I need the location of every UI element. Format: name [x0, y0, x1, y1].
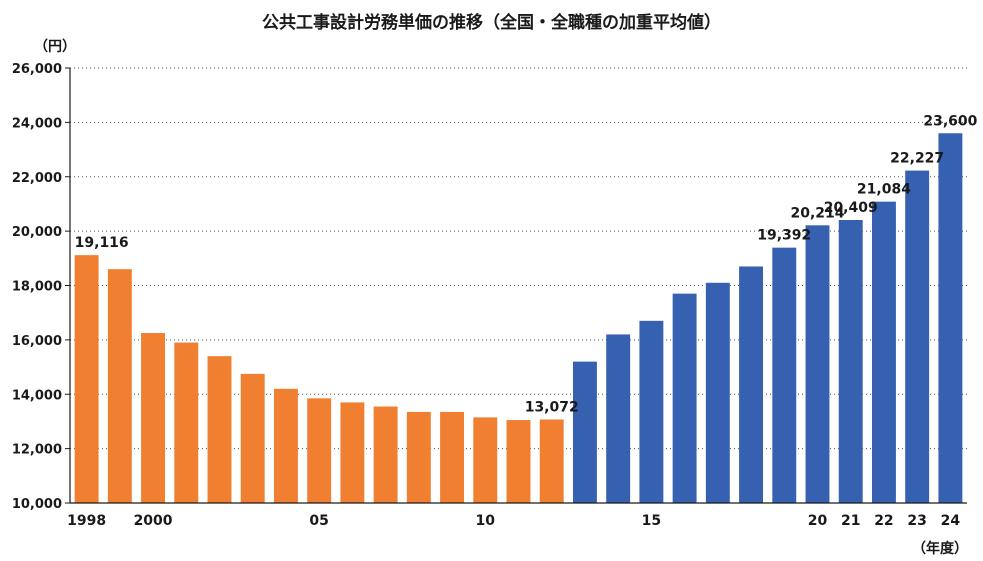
bar: [672, 293, 697, 503]
x-tick-label: 2000: [134, 513, 173, 529]
bar: [805, 225, 830, 503]
y-tick-label: 18,000: [12, 280, 62, 295]
axes: 10,000 12,000 14,000 16,000 18,000 20,000 22,0…: [12, 62, 967, 529]
bar: [905, 170, 930, 503]
x-tick-label: 1998: [67, 513, 106, 529]
y-tick-label: 16,000: [12, 334, 62, 349]
x-tick-label: 05: [309, 513, 328, 529]
data-label: 20,409: [824, 200, 878, 216]
x-tick-label: 22: [874, 513, 893, 529]
bars: [74, 133, 963, 503]
bar: [340, 402, 365, 503]
bar: [440, 411, 465, 503]
bar: [273, 388, 298, 503]
bar: [606, 334, 631, 503]
bar: [473, 417, 498, 503]
x-tick-label: 15: [642, 513, 661, 529]
data-label: 19,116: [75, 235, 129, 251]
x-tick-label: 23: [907, 513, 926, 529]
y-tick-label: 14,000: [12, 388, 62, 403]
bar: [572, 361, 597, 503]
y-tick-label: 22,000: [12, 171, 62, 186]
data-label: 22,227: [890, 151, 944, 167]
bar: [373, 406, 398, 503]
gridlines: [70, 67, 967, 450]
bar: [141, 333, 166, 503]
bar: [871, 201, 896, 503]
bar: [938, 133, 963, 503]
x-tick-label: 24: [941, 513, 961, 529]
bar: [406, 411, 431, 503]
x-axis-unit-label: （年度）: [912, 541, 968, 557]
bar: [539, 419, 564, 503]
bar: [74, 255, 99, 503]
y-tick-label: 26,000: [12, 62, 62, 77]
x-tick-label: 20: [808, 513, 828, 529]
chart-title: 公共工事設計労務単価の推移（全国・全職種の加重平均値）: [262, 13, 721, 33]
x-tick-label: 10: [476, 513, 496, 529]
bar: [240, 373, 265, 503]
data-label: 13,072: [525, 399, 579, 415]
bar: [739, 266, 764, 503]
bar: [307, 398, 332, 503]
bar: [107, 269, 132, 503]
bar: [705, 282, 730, 503]
bar: [174, 342, 199, 503]
bar: [772, 247, 797, 503]
y-tick-label: 10,000: [12, 497, 62, 512]
bar: [838, 220, 863, 503]
y-tick-label: 20,000: [12, 225, 62, 240]
data-label: 20,214: [790, 205, 844, 221]
data-label: 21,084: [857, 182, 911, 198]
data-label: 23,600: [923, 113, 977, 129]
bar: [207, 356, 232, 503]
y-tick-label: 12,000: [12, 443, 62, 458]
y-axis-unit-label: （円）: [34, 39, 76, 55]
data-label: 19,392: [757, 228, 811, 244]
x-tick-label: 21: [841, 513, 860, 529]
bar: [506, 420, 531, 503]
bar: [639, 320, 664, 503]
y-tick-label: 24,000: [12, 116, 62, 131]
